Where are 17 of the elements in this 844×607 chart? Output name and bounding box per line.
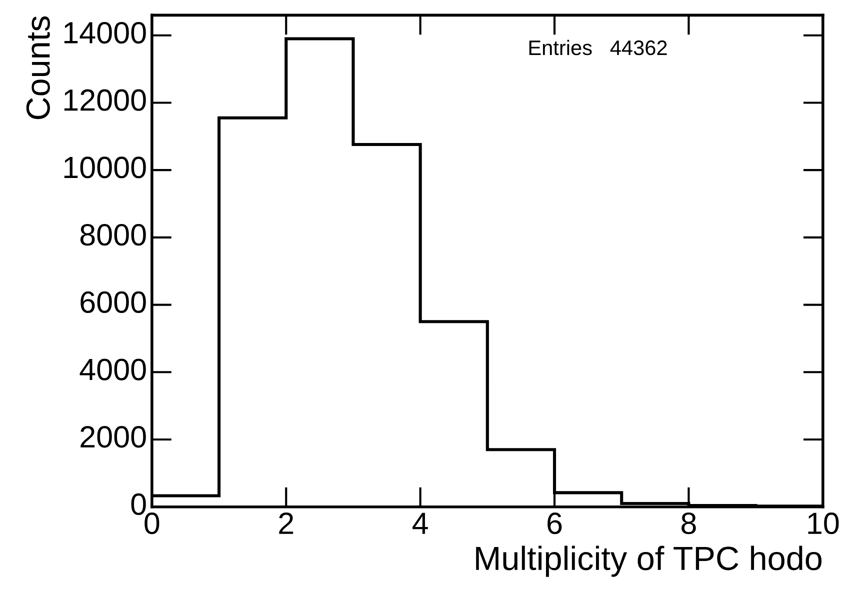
x-tick-label: 6 xyxy=(548,512,562,534)
x-axis-title: Multiplicity of TPC hodo xyxy=(476,546,822,577)
x-tick-label: 10 xyxy=(808,512,839,534)
x-tick-label: 8 xyxy=(682,512,696,534)
y-tick-label: 12000 xyxy=(64,89,146,111)
y-tick-label: 0 xyxy=(131,493,146,516)
y-tick-label: 6000 xyxy=(80,291,146,313)
y-tick-label: 4000 xyxy=(80,358,146,380)
x-tick-label: 2 xyxy=(279,512,294,534)
y-tick-label: 10000 xyxy=(64,156,146,178)
y-tick-label: 8000 xyxy=(80,224,146,246)
y-axis-title: Counts xyxy=(26,16,50,120)
annotation: Entries 44362 xyxy=(529,40,667,56)
y-tick-label: 2000 xyxy=(80,426,146,448)
y-tick-label: 14000 xyxy=(64,22,146,44)
x-tick-label: 4 xyxy=(412,512,428,534)
x-tick-label: 0 xyxy=(144,512,160,534)
